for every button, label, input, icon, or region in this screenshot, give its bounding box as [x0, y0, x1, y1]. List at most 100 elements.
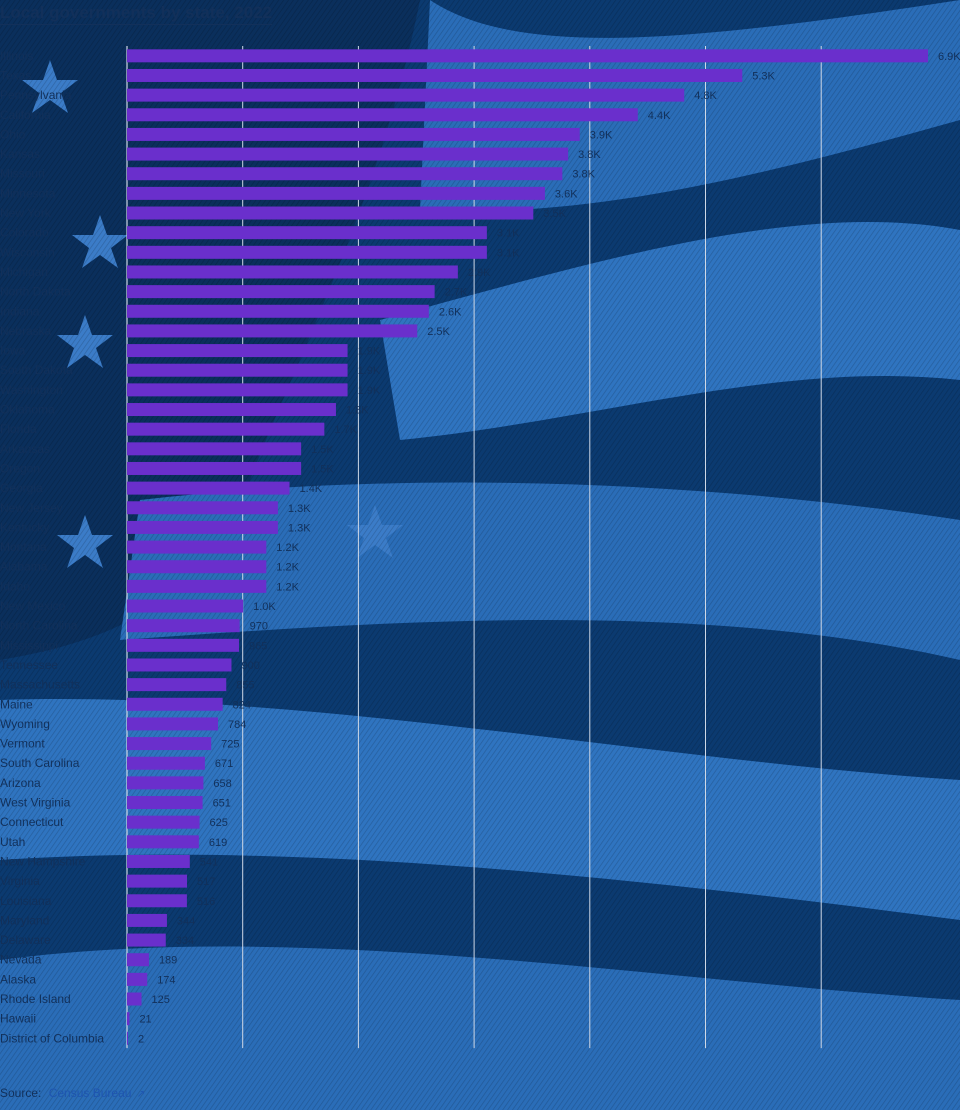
bar — [127, 363, 348, 377]
bar — [127, 540, 267, 554]
category-label: New Jersey — [0, 501, 63, 515]
value-label: 344 — [177, 915, 195, 927]
value-label: 5.3K — [752, 70, 775, 82]
bar — [127, 442, 302, 456]
bar — [127, 520, 278, 534]
bar — [127, 383, 348, 397]
category-label: Oklahoma — [0, 403, 55, 417]
bar — [127, 304, 429, 318]
category-label: Montana — [0, 540, 47, 554]
category-label: Arizona — [0, 776, 41, 790]
bars — [127, 49, 928, 1045]
value-labels: 6.9K 5.3K 4.8K 4.4K 3.9K 3.8K 3.8K 3.6K 3.5K 3.1K… — [138, 51, 960, 1045]
value-label: 1.9K — [358, 365, 381, 377]
bar — [127, 1031, 128, 1045]
value-label: 3.6K — [555, 188, 578, 200]
value-label: 517 — [197, 876, 215, 888]
category-label: Arkansas — [0, 442, 50, 456]
bar — [127, 579, 267, 593]
value-label: 3.1K — [497, 228, 520, 240]
bar — [127, 265, 458, 279]
bar — [127, 68, 743, 82]
category-label: Maryland — [0, 913, 49, 927]
category-label: Nebraska — [0, 324, 52, 338]
category-label: Pennsylvania — [0, 88, 72, 102]
category-label: Iowa — [0, 344, 26, 358]
value-label: 2.7K — [445, 287, 468, 299]
bar — [127, 147, 569, 161]
bar — [127, 874, 188, 888]
value-label: 541 — [200, 856, 218, 868]
value-label: 900 — [241, 660, 259, 672]
bar — [127, 344, 348, 358]
category-label: New Hampshire — [0, 854, 86, 868]
bar — [127, 697, 223, 711]
bar — [127, 481, 290, 495]
bar — [127, 560, 267, 574]
bar — [127, 737, 212, 751]
bar — [127, 403, 336, 417]
bar — [127, 854, 190, 868]
category-label: Ohio — [0, 127, 26, 141]
value-label: 189 — [159, 955, 177, 967]
category-label: California — [0, 108, 51, 122]
category-label: Hawaii — [0, 1012, 36, 1026]
value-label: 855 — [236, 680, 254, 692]
bar — [127, 972, 148, 986]
value-label: 658 — [213, 778, 231, 790]
bar — [127, 127, 580, 141]
external-link-icon[interactable]: ↗ — [136, 1089, 146, 1100]
bar — [127, 226, 487, 240]
bar — [127, 756, 205, 770]
value-label: 3.9K — [590, 129, 613, 141]
category-label: Colorado — [0, 226, 49, 240]
value-label: 334 — [176, 935, 194, 947]
source-link[interactable]: Census Bureau — [48, 1086, 132, 1100]
value-label: 1.4K — [300, 483, 323, 495]
category-label: Illinois — [0, 49, 33, 63]
category-label: Louisiana — [0, 894, 52, 908]
bar — [127, 461, 302, 475]
bar — [127, 186, 545, 200]
category-label: Georgia — [0, 481, 43, 495]
value-label: 1.9K — [358, 346, 381, 358]
category-label: Wisconsin — [0, 245, 55, 259]
value-label: 970 — [250, 621, 268, 633]
value-label: 1.2K — [276, 562, 299, 574]
category-label: Wyoming — [0, 717, 50, 731]
bar — [127, 619, 240, 633]
value-label: 824 — [233, 699, 251, 711]
bar — [127, 422, 325, 436]
category-label: Kansas — [0, 147, 40, 161]
value-label: 725 — [221, 739, 239, 751]
bar — [127, 285, 435, 299]
bar — [127, 245, 487, 259]
category-label: Nevada — [0, 953, 42, 967]
value-label: 2.6K — [439, 306, 462, 318]
category-label: Utah — [0, 835, 25, 849]
category-label: Rhode Island — [0, 992, 71, 1006]
bar — [127, 776, 204, 790]
category-label: New Mexico — [0, 599, 66, 613]
bar — [127, 88, 685, 102]
value-label: 4.4K — [648, 110, 671, 122]
bar — [127, 796, 203, 810]
chart-title: Local governments by state, 2022 — [0, 3, 273, 25]
value-label: 1.0K — [253, 601, 276, 613]
bar — [127, 992, 142, 1006]
value-label: 3.5K — [543, 208, 566, 220]
category-label: North Carolina — [0, 619, 78, 633]
bar — [127, 815, 200, 829]
bar — [127, 717, 219, 731]
category-label: Alaska — [0, 972, 36, 986]
bar — [127, 167, 563, 181]
category-label: South Carolina — [0, 756, 80, 770]
value-label: 1.3K — [288, 522, 311, 534]
value-label: 3.8K — [578, 149, 601, 161]
value-label: 671 — [215, 758, 233, 770]
category-label: Florida — [0, 422, 37, 436]
category-label: Alabama — [0, 560, 48, 574]
category-label: Kentucky — [0, 520, 49, 534]
bar — [127, 599, 244, 613]
